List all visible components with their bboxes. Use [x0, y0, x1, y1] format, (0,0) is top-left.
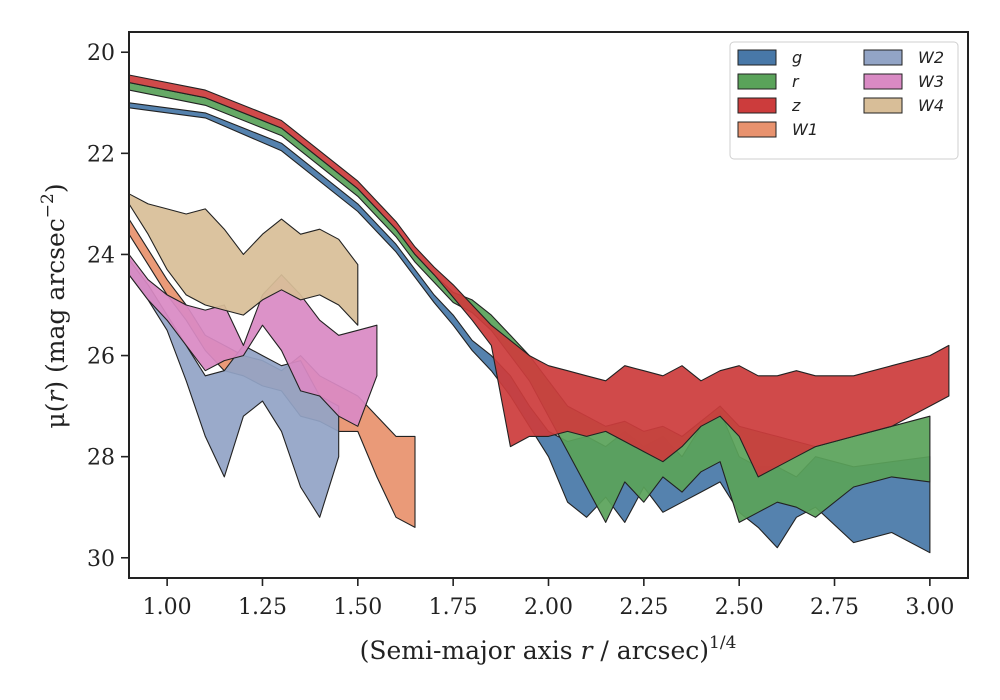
legend-swatch-w3 — [863, 73, 903, 90]
y-tick-label: 24 — [87, 243, 115, 268]
legend: grz W1 W2 W3 W4 — [729, 41, 959, 160]
y-tick-label: 28 — [87, 446, 115, 471]
x-tick-label: 1.00 — [143, 595, 192, 620]
y-tick-label: 26 — [87, 345, 115, 370]
legend-swatch-w2 — [863, 49, 903, 66]
legend-label-w4: W4 — [918, 96, 944, 115]
band-w4 — [129, 193, 359, 326]
legend-swatch-w4 — [863, 97, 903, 114]
x-tick-label: 1.75 — [429, 595, 478, 620]
legend-swatch-z — [737, 97, 777, 114]
legend-label-w1: W1 — [792, 120, 818, 139]
profile-bands — [129, 74, 950, 554]
x-tick-label: 2.00 — [524, 595, 573, 620]
legend-box — [729, 41, 959, 160]
legend-label-z: z — [791, 96, 801, 115]
x-axis-ticks: 1.00 1.25 1.50 1.75 2.00 2.25 2.50 2.75 3.00 — [143, 578, 954, 620]
legend-swatch-g — [737, 49, 777, 66]
y-axis-ticks: 20 22 24 26 28 30 — [87, 41, 129, 572]
legend-label-w3: W3 — [918, 72, 944, 91]
x-tick-label: 1.25 — [238, 595, 287, 620]
x-tick-label: 3.00 — [905, 595, 954, 620]
x-tick-label: 2.75 — [810, 595, 859, 620]
y-tick-label: 20 — [87, 41, 115, 66]
x-tick-label: 2.50 — [715, 595, 764, 620]
legend-label-g: g — [792, 48, 802, 67]
band-z — [129, 74, 950, 478]
x-axis-title: (Semi-major axis r / arcsec)1/4 — [360, 633, 737, 665]
band-w2 — [129, 258, 340, 518]
y-tick-label: 22 — [87, 142, 115, 167]
x-tick-label: 1.50 — [333, 595, 382, 620]
legend-label-r: r — [792, 72, 800, 91]
legend-swatch-w1 — [737, 121, 777, 138]
legend-swatch-r — [737, 73, 777, 90]
y-tick-label: 30 — [87, 547, 115, 572]
x-tick-label: 2.25 — [619, 595, 668, 620]
y-axis-title: μ(r) (mag arcsec−2) — [38, 183, 70, 428]
legend-label-w2: W2 — [918, 48, 944, 67]
